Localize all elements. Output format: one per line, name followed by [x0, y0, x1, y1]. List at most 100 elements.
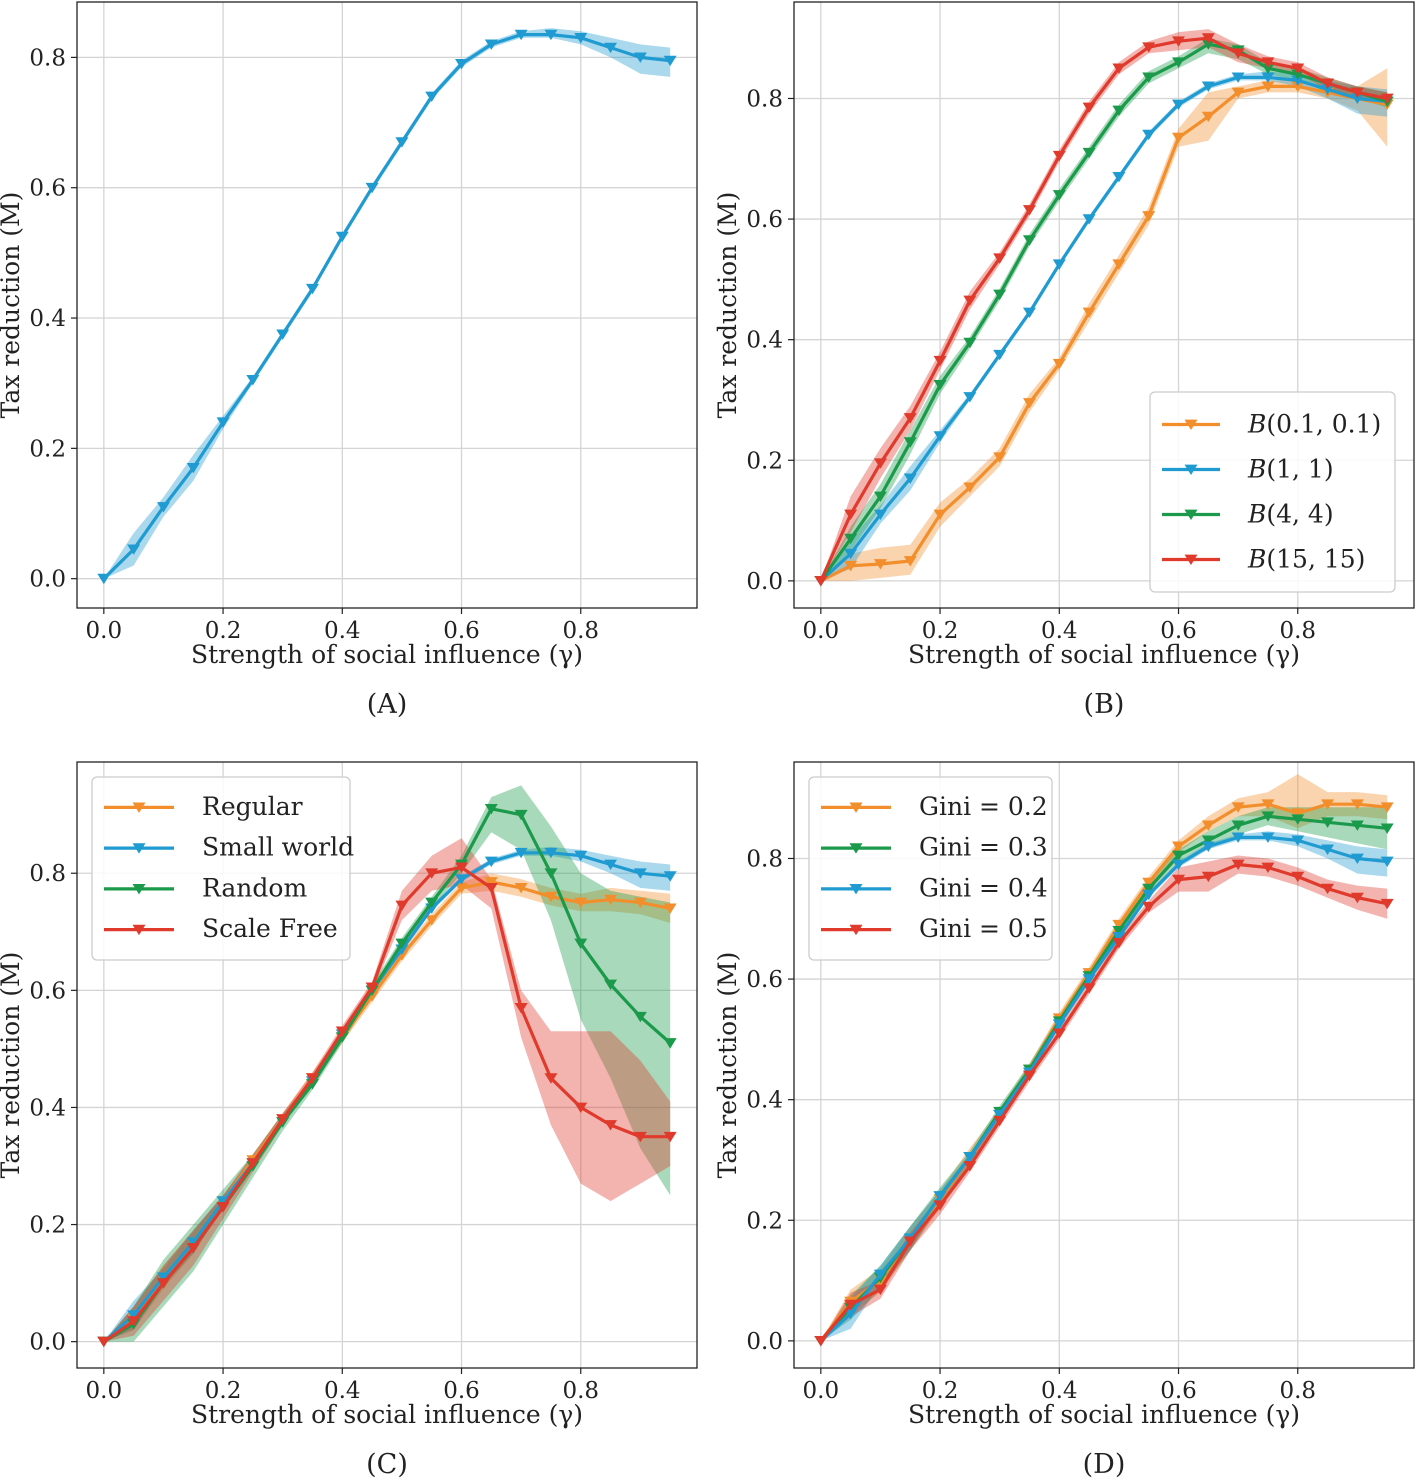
data-point: [455, 883, 469, 894]
data-point: [1112, 171, 1126, 183]
data-point: [1112, 931, 1126, 943]
data-point: [933, 1200, 947, 1211]
data-point: [1052, 259, 1066, 270]
plot-frame: [76, 761, 698, 1369]
y-tick-label: 0.4: [746, 328, 783, 354]
data-point: [993, 1109, 1007, 1121]
data-point: [1142, 877, 1156, 889]
data-point: [216, 1196, 230, 1207]
data-point: [1321, 883, 1335, 895]
data-point: [993, 289, 1007, 300]
plot-area: [814, 29, 1394, 587]
data-point: [1231, 48, 1245, 59]
y-tick-label: 0.2: [746, 448, 783, 474]
data-point: [1022, 398, 1036, 409]
legend-label: Regular: [202, 792, 303, 821]
series-line: [819, 36, 1388, 582]
data-point: [544, 1073, 558, 1084]
data-point: [1112, 105, 1126, 117]
data-point: [1291, 814, 1305, 825]
data-point: [1184, 419, 1198, 431]
data-point: [903, 473, 917, 484]
plot-frame: [76, 1, 698, 609]
data-point: [395, 137, 409, 148]
y-tick-label: 0.8: [29, 861, 66, 887]
data-point: [1172, 99, 1186, 111]
data-point: [1261, 63, 1275, 74]
data-point: [455, 59, 469, 70]
legend: Regular Small world Random Scale Free: [91, 776, 354, 961]
data-point: [544, 847, 558, 859]
legend: B(0.1, 0.1)B(1, 1)B(4, 4)B(15, 15): [1149, 391, 1396, 593]
data-point: [1231, 832, 1245, 843]
x-tick-label: 0.6: [443, 618, 480, 644]
data-point: [844, 1299, 858, 1311]
data-point: [993, 452, 1007, 463]
data-point: [933, 1191, 947, 1202]
legend-label-b: B: [1247, 499, 1266, 528]
x-axis-label: Strength of social influence (γ): [908, 640, 1300, 669]
data-point: [425, 897, 439, 909]
data-point: [276, 1114, 290, 1125]
legend: Gini = 0.2 Gini = 0.3 Gini = 0.4 Gini = 0.5: [808, 776, 1053, 961]
data-point: [1321, 78, 1335, 89]
data-point: [873, 458, 887, 469]
data-point: [574, 32, 588, 44]
data-point: [963, 337, 977, 349]
data-point: [1261, 832, 1275, 843]
data-point: [1022, 307, 1036, 319]
x-tick-label: 0.4: [324, 618, 361, 644]
data-point: [1022, 205, 1036, 216]
data-point: [484, 877, 498, 888]
data-point: [132, 884, 146, 895]
y-tick-label: 0.6: [29, 978, 66, 1004]
legend-label: B(1, 1): [1247, 454, 1334, 483]
confidence-band: [103, 838, 671, 1342]
y-tick-label: 0.4: [29, 1095, 66, 1121]
x-tick-label: 0.2: [922, 1378, 959, 1404]
data-point: [1261, 81, 1275, 92]
y-tick-label: 0.0: [29, 567, 66, 593]
data-point: [1201, 39, 1215, 50]
data-point: [1291, 75, 1305, 86]
data-point: [1172, 859, 1186, 871]
data-point: [844, 1308, 858, 1320]
x-tick-label: 0.2: [205, 618, 242, 644]
data-point: [186, 1243, 200, 1254]
series-line: [102, 32, 671, 580]
y-tick-label: 0.8: [746, 846, 783, 872]
data-point: [1231, 820, 1245, 831]
data-point: [574, 938, 588, 950]
data-point: [1172, 132, 1186, 144]
data-point: [425, 91, 439, 103]
legend-label-args: (1, 1): [1266, 454, 1333, 483]
data-point: [633, 1011, 647, 1023]
data-point: [1291, 871, 1305, 883]
panel-label: (B): [1084, 689, 1125, 720]
data-point: [1201, 111, 1215, 123]
data-point: [132, 802, 146, 813]
data-point: [1231, 72, 1245, 83]
series-line: [819, 862, 1388, 1342]
y-tick-label: 0.4: [746, 1088, 783, 1114]
data-point: [993, 349, 1007, 361]
data-point: [1261, 799, 1275, 810]
data-point: [849, 924, 863, 936]
data-point: [1142, 901, 1156, 913]
legend-label: Small world: [202, 833, 354, 862]
data-point: [1231, 87, 1245, 98]
data-point: [1172, 850, 1186, 861]
data-point: [933, 509, 947, 521]
data-point: [849, 843, 863, 854]
x-tick-label: 0.0: [86, 1378, 123, 1404]
data-point: [873, 1269, 887, 1281]
data-point: [633, 897, 647, 909]
data-point: [1201, 835, 1215, 846]
data-point: [1184, 509, 1198, 521]
data-point: [544, 891, 558, 903]
panel-label: (C): [366, 1449, 408, 1480]
data-point: [1291, 69, 1305, 80]
data-point: [514, 847, 528, 859]
data-point: [365, 982, 379, 993]
